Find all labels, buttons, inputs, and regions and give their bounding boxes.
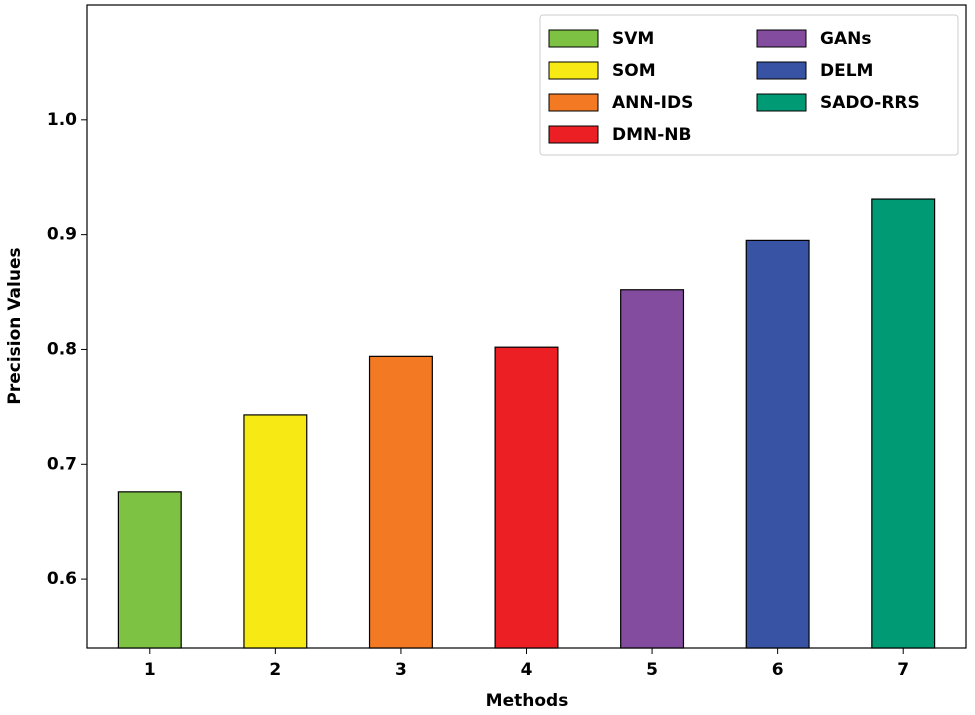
x-tick-label: 1 xyxy=(144,660,156,680)
y-tick-label: 0.9 xyxy=(47,225,77,245)
y-axis-label: Precision Values xyxy=(5,247,25,404)
legend-label: DMN-NB xyxy=(612,125,692,145)
bar xyxy=(871,198,936,649)
legend-swatch xyxy=(548,61,599,80)
y-tick-label: 0.8 xyxy=(47,339,77,359)
bar xyxy=(243,414,308,649)
legend-swatch xyxy=(756,93,807,112)
legend-swatch xyxy=(756,61,807,80)
x-tick-label: 6 xyxy=(772,660,784,680)
legend-label: DELM xyxy=(820,61,873,81)
legend-label: ANN-IDS xyxy=(612,93,693,113)
bar xyxy=(494,346,559,649)
y-tick-label: 0.6 xyxy=(47,569,77,589)
bar xyxy=(620,289,685,649)
bar xyxy=(745,239,810,649)
legend-label: SVM xyxy=(612,29,654,49)
legend-label: SADO-RRS xyxy=(820,93,920,113)
legend-box xyxy=(539,14,959,156)
legend-swatch xyxy=(548,29,599,48)
x-axis-label: Methods xyxy=(486,691,569,711)
x-tick-label: 2 xyxy=(269,660,281,680)
y-tick-label: 0.7 xyxy=(47,454,77,474)
bar xyxy=(117,491,182,649)
legend-swatch xyxy=(756,29,807,48)
legend-swatch xyxy=(548,125,599,144)
legend-swatch xyxy=(548,93,599,112)
legend-label: SOM xyxy=(612,61,656,81)
bar xyxy=(368,355,433,649)
legend-label: GANs xyxy=(820,29,871,49)
x-tick-label: 3 xyxy=(395,660,407,680)
y-tick-label: 1.0 xyxy=(47,110,77,130)
x-tick-label: 5 xyxy=(646,660,658,680)
x-tick-label: 7 xyxy=(897,660,909,680)
x-tick-label: 4 xyxy=(521,660,533,680)
